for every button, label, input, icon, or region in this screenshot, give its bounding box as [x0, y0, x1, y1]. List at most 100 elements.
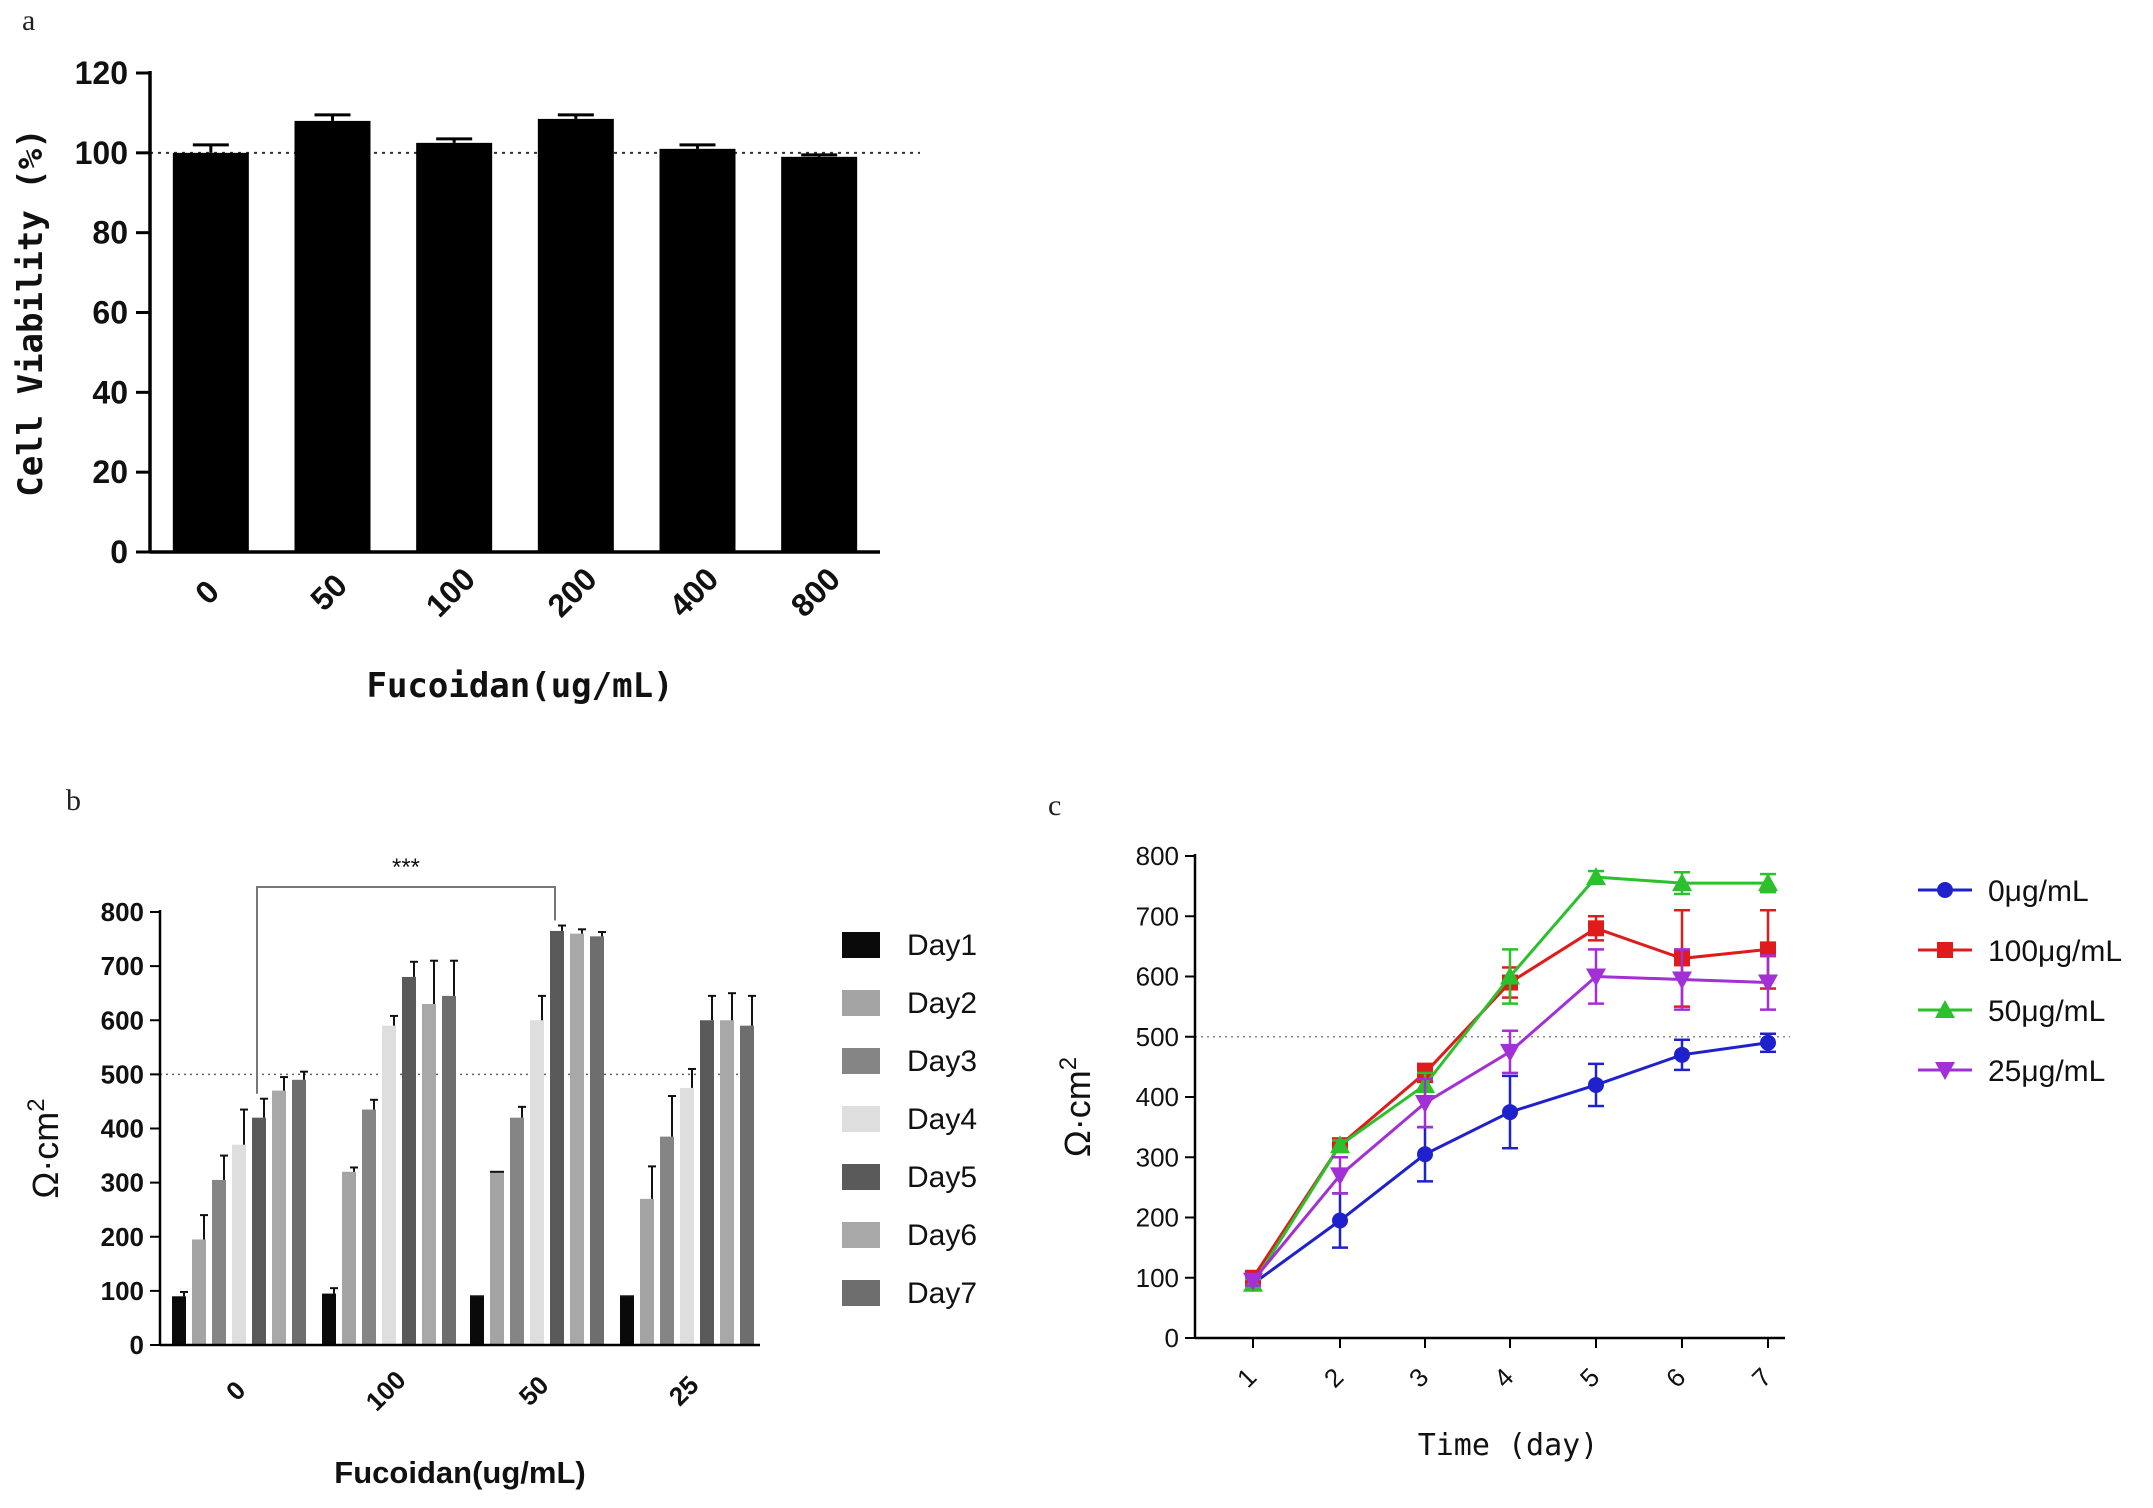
y-tick-label: 200	[101, 1222, 144, 1252]
legend-marker-2	[1935, 1000, 1955, 1018]
bar-day7-100	[442, 995, 456, 1345]
legend-label-0: 0μg/mL	[1988, 875, 2089, 908]
y-tick-label: 100	[75, 135, 128, 171]
data-point-0-6	[1674, 1046, 1690, 1063]
y-tick-label: 800	[1136, 841, 1179, 871]
bar-day1-100	[322, 1293, 336, 1345]
y-tick-label: 0	[130, 1330, 144, 1360]
data-point-0-5	[1588, 1076, 1604, 1093]
bar-day7-25	[740, 1025, 754, 1345]
x-tick-label: 50	[303, 567, 354, 618]
x-tick-label: 25	[663, 1370, 705, 1412]
legend-label-day7: Day7	[907, 1277, 977, 1310]
legend-marker-3	[1935, 1062, 1955, 1080]
bar-day2-50	[490, 1171, 504, 1345]
bar-day4-100	[382, 1025, 396, 1345]
panel-c-letter: c	[1048, 789, 1061, 822]
y-tick-label: 80	[92, 215, 128, 251]
bar-200	[537, 118, 614, 552]
legend-swatch-day1	[842, 932, 880, 958]
y-tick-label: 700	[1136, 901, 1179, 931]
legend-label-1: 100μg/mL	[1988, 935, 2122, 968]
data-point-2-2	[1330, 1135, 1350, 1154]
bar-day7-50	[590, 936, 604, 1345]
x-axis-title: Fucoidan(ug/mL)	[366, 666, 673, 706]
bar-day2-0	[192, 1239, 206, 1345]
bar-day6-50	[570, 933, 584, 1345]
bar-day1-0	[172, 1296, 186, 1345]
y-axis-title-superscript: 2	[1055, 1057, 1082, 1070]
bar-400	[659, 148, 736, 552]
legend-label-3: 25μg/mL	[1988, 1055, 2105, 1088]
x-tick-label: 0	[188, 573, 226, 611]
x-axis-title: Fucoidan(ug/mL)	[334, 1455, 585, 1490]
bar-day4-0	[232, 1144, 246, 1345]
y-axis-title-superscript: 2	[23, 1098, 50, 1111]
y-tick-label: 800	[101, 897, 144, 927]
legend-label-day1: Day1	[907, 929, 977, 962]
data-point-3-7	[1758, 974, 1778, 993]
legend-swatch-day6	[842, 1222, 880, 1248]
x-tick-label: 50	[513, 1370, 555, 1412]
legend-swatch-day5	[842, 1164, 880, 1190]
data-point-1-5	[1588, 920, 1604, 937]
y-tick-label: 0	[1165, 1323, 1179, 1353]
x-tick-label: 7	[1746, 1362, 1777, 1393]
bar-day5-0	[252, 1117, 266, 1345]
legend-label-day6: Day6	[907, 1219, 977, 1252]
data-point-3-2	[1330, 1167, 1350, 1186]
y-tick-label: 60	[92, 295, 128, 331]
significance-label: ***	[392, 854, 420, 881]
data-point-3-4	[1500, 1043, 1520, 1062]
y-tick-label: 500	[1136, 1022, 1179, 1052]
bar-800	[781, 156, 858, 552]
data-point-0-2	[1332, 1212, 1348, 1229]
bar-0	[172, 152, 249, 553]
data-point-0-7	[1760, 1034, 1776, 1051]
data-point-2-6	[1672, 873, 1692, 892]
bar-day7-0	[292, 1079, 306, 1345]
data-point-0-4	[1502, 1104, 1518, 1121]
panel-c-line-chart: c 0μg/mL 100μg/mL 50μg/mL 25μg/mL 0 100 200 300…	[1048, 789, 2122, 1463]
legend-swatch-day3	[842, 1048, 880, 1074]
x-tick-label: 2	[1318, 1362, 1349, 1393]
x-tick-label: 400	[662, 561, 725, 624]
x-tick-label: 100	[419, 561, 482, 624]
data-point-1-7	[1760, 941, 1776, 958]
significance-bracket	[256, 886, 556, 1094]
y-axis-title: Cell Viability (%)	[11, 128, 51, 496]
x-tick-label: 1	[1231, 1362, 1262, 1393]
bar-day2-25	[640, 1198, 654, 1345]
y-tick-label: 100	[1136, 1263, 1179, 1293]
x-tick-label: 3	[1403, 1362, 1434, 1393]
y-tick-label: 200	[1136, 1203, 1179, 1233]
bar-100	[416, 142, 493, 552]
bar-day4-50	[530, 1020, 544, 1345]
bar-day5-25	[700, 1020, 714, 1345]
panel-b-grouped-bar-chart: b 0 100 50 25 *** 0 100 200 300 400 500 600 700 800 Ω·…	[23, 784, 977, 1490]
legend-marker-1	[1937, 942, 1953, 958]
data-point-3-3	[1415, 1095, 1435, 1114]
data-point-2-5	[1586, 867, 1606, 886]
y-tick-label: 120	[75, 55, 128, 91]
x-tick-label: 5	[1574, 1362, 1605, 1393]
y-tick-label: 300	[1136, 1142, 1179, 1172]
y-tick-label: 0	[110, 534, 128, 570]
y-axis-title: Ω·cm2	[1055, 1057, 1098, 1157]
bar-day6-0	[272, 1090, 286, 1345]
bar-day6-100	[422, 1004, 436, 1345]
legend-swatch-day7	[842, 1280, 880, 1306]
bar-day5-100	[402, 976, 416, 1345]
panel-b-letter: b	[66, 784, 81, 817]
y-tick-label: 600	[1136, 962, 1179, 992]
y-tick-label: 400	[1136, 1082, 1179, 1112]
x-tick-label: 200	[540, 561, 603, 624]
x-tick-label: 100	[360, 1365, 412, 1417]
y-tick-label: 300	[101, 1168, 144, 1198]
bar-day4-25	[680, 1087, 694, 1345]
data-point-2-7	[1758, 873, 1778, 892]
y-axis-title: Ω·cm2	[23, 1098, 66, 1198]
x-tick-label: 800	[784, 561, 847, 624]
legend-label-day2: Day2	[907, 987, 977, 1020]
